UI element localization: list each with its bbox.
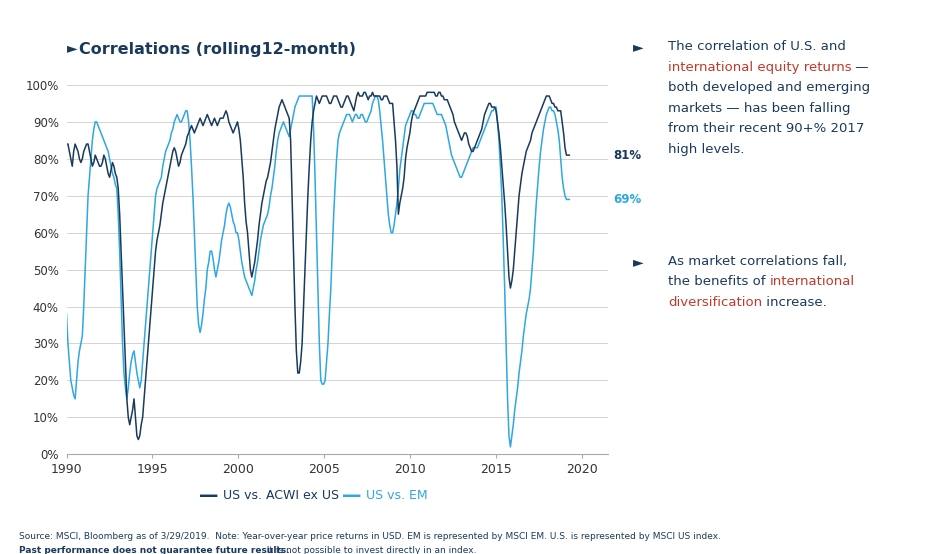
- Text: US vs. EM: US vs. EM: [366, 489, 428, 502]
- Text: international: international: [770, 275, 855, 288]
- Text: from their recent 90+% 2017: from their recent 90+% 2017: [668, 122, 864, 135]
- Text: Source: MSCI, Bloomberg as of 3/29/2019.  Note: Year-over-year price returns in : Source: MSCI, Bloomberg as of 3/29/2019.…: [19, 532, 727, 541]
- Text: international equity returns: international equity returns: [668, 61, 851, 74]
- Text: The correlation of U.S. and: The correlation of U.S. and: [668, 40, 846, 53]
- Text: high levels.: high levels.: [668, 142, 744, 156]
- Text: increase.: increase.: [762, 296, 826, 309]
- Text: ►: ►: [634, 40, 644, 54]
- Text: ►: ►: [66, 42, 77, 55]
- Text: diversification: diversification: [668, 296, 762, 309]
- Text: Correlations (rolling12-month): Correlations (rolling12-month): [79, 42, 356, 57]
- Text: —: —: [200, 486, 219, 505]
- Text: 69%: 69%: [613, 193, 641, 206]
- Text: 81%: 81%: [613, 148, 641, 162]
- Text: the benefits of: the benefits of: [668, 275, 770, 288]
- Text: markets — has been falling: markets — has been falling: [668, 102, 850, 115]
- Text: It is not possible to invest directly in an index.: It is not possible to invest directly in…: [261, 546, 477, 554]
- Text: As market correlations fall,: As market correlations fall,: [668, 255, 846, 268]
- Text: both developed and emerging: both developed and emerging: [668, 81, 870, 94]
- Text: Past performance does not guarantee future results.: Past performance does not guarantee futu…: [19, 546, 290, 554]
- Text: ►: ►: [634, 255, 644, 269]
- Text: US vs. ACWI ex US: US vs. ACWI ex US: [223, 489, 339, 502]
- Text: —: —: [342, 486, 361, 505]
- Text: —: —: [851, 61, 869, 74]
